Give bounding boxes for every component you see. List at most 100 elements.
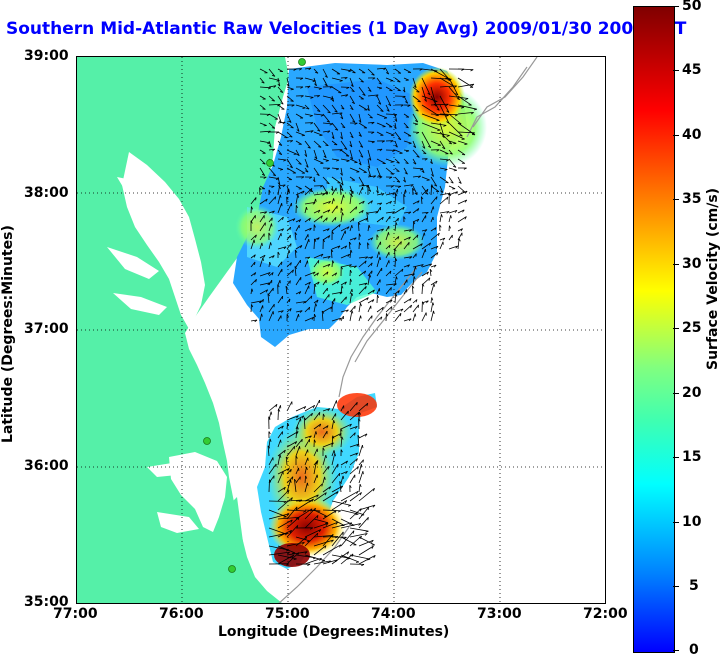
velocity-vector-head: [388, 244, 391, 248]
velocity-vector: [430, 131, 450, 136]
velocity-vector: [429, 269, 432, 277]
velocity-vector: [277, 86, 284, 93]
velocity-vector: [295, 185, 302, 190]
velocity-vector: [412, 276, 415, 286]
velocity-vector: [340, 475, 344, 484]
velocity-vector-head: [330, 188, 334, 192]
velocity-vector: [439, 196, 449, 205]
velocity-vector: [304, 188, 313, 196]
velocity-vector-head: [328, 235, 331, 239]
velocity-vector: [385, 122, 393, 128]
velocity-vector-head: [339, 80, 343, 82]
velocity-vector-head: [426, 188, 429, 193]
velocity-vector-head: [307, 146, 311, 149]
xtick-label: 77:00: [53, 606, 98, 622]
velocity-vector-head: [253, 254, 256, 258]
velocity-vector-head: [415, 120, 418, 123]
velocity-vector: [268, 311, 274, 322]
velocity-vector: [277, 113, 282, 123]
velocity-vector: [313, 539, 334, 547]
velocity-vector-head: [271, 223, 273, 227]
velocity-vector: [421, 215, 427, 223]
velocity-vector: [430, 302, 434, 313]
velocity-vector: [430, 245, 439, 250]
velocity-vector-head: [268, 431, 271, 435]
velocity-vector-head: [464, 143, 468, 145]
velocity-vector-head: [268, 87, 272, 90]
velocity-vector-head: [351, 292, 354, 296]
velocity-vector-head: [292, 218, 296, 222]
velocity-vector-head: [324, 84, 328, 87]
velocity-vector: [322, 306, 333, 313]
velocity-vector-head: [453, 85, 457, 88]
velocity-vector-head: [397, 81, 401, 83]
velocity-vector: [295, 113, 304, 119]
velocity-vector: [304, 227, 312, 232]
velocity-vector: [277, 530, 292, 538]
velocity-vector: [313, 77, 317, 86]
velocity-vector: [430, 280, 438, 286]
velocity-vector-head: [314, 83, 317, 87]
velocity-vector: [259, 149, 266, 154]
velocity-vector: [277, 216, 284, 223]
velocity-vector: [322, 509, 341, 512]
velocity-vector: [295, 476, 301, 484]
velocity-vector: [331, 291, 343, 295]
velocity-vector: [430, 185, 440, 192]
velocity-vector-head: [271, 127, 275, 129]
velocity-vector-head: [381, 307, 384, 311]
velocity-vector-head: [349, 144, 353, 148]
velocity-vector: [412, 185, 418, 195]
velocity-vector: [322, 544, 342, 556]
velocity-vector-head: [334, 110, 338, 113]
velocity-vector-head: [324, 492, 327, 496]
velocity-vector: [358, 555, 376, 565]
velocity-vector: [259, 272, 271, 277]
velocity-vector-head: [365, 530, 369, 533]
velocity-vector-head: [464, 216, 467, 220]
velocity-vector: [358, 297, 369, 304]
colorbar-tick: [673, 586, 679, 587]
velocity-vector-head: [357, 466, 359, 470]
velocity-vector: [340, 315, 344, 322]
velocity-vector: [286, 226, 291, 232]
velocity-vector: [358, 200, 365, 205]
velocity-vector: [439, 211, 450, 214]
velocity-vector: [448, 158, 457, 168]
velocity-vector: [394, 222, 397, 232]
velocity-vector-head: [433, 264, 437, 268]
velocity-vector: [403, 140, 412, 144]
velocity-vector-head: [339, 112, 343, 115]
velocity-vector-head: [301, 542, 305, 545]
velocity-vector-head: [331, 231, 334, 235]
velocity-vector: [277, 517, 299, 520]
velocity-vector-head: [455, 245, 458, 249]
velocity-vector-head: [321, 310, 325, 314]
velocity-vector-head: [305, 165, 309, 168]
velocity-vector: [313, 483, 323, 493]
velocity-vector: [439, 77, 455, 87]
velocity-vector-head: [287, 489, 290, 494]
velocity-vector: [331, 518, 345, 526]
velocity-vector-head: [346, 309, 349, 313]
velocity-vector-head: [354, 305, 356, 309]
velocity-vector: [313, 535, 333, 538]
velocity-vector-head: [364, 270, 367, 274]
velocity-vector-head: [262, 108, 266, 110]
velocity-vector-head: [446, 211, 450, 214]
velocity-vector: [439, 192, 451, 196]
velocity-vector: [304, 285, 310, 295]
velocity-vector-head: [416, 234, 419, 238]
velocity-vector-head: [376, 234, 379, 238]
velocity-vector: [304, 557, 322, 565]
velocity-vector-head: [283, 487, 286, 490]
velocity-vector: [430, 184, 433, 196]
velocity-vector: [385, 68, 390, 75]
velocity-vector-head: [470, 112, 474, 115]
velocity-vector-head: [298, 219, 302, 223]
velocity-vector-head: [423, 152, 427, 155]
velocity-vector-head: [354, 432, 356, 436]
velocity-vector-head: [291, 476, 294, 480]
velocity-vector: [313, 113, 324, 116]
velocity-vector-head: [309, 176, 313, 179]
